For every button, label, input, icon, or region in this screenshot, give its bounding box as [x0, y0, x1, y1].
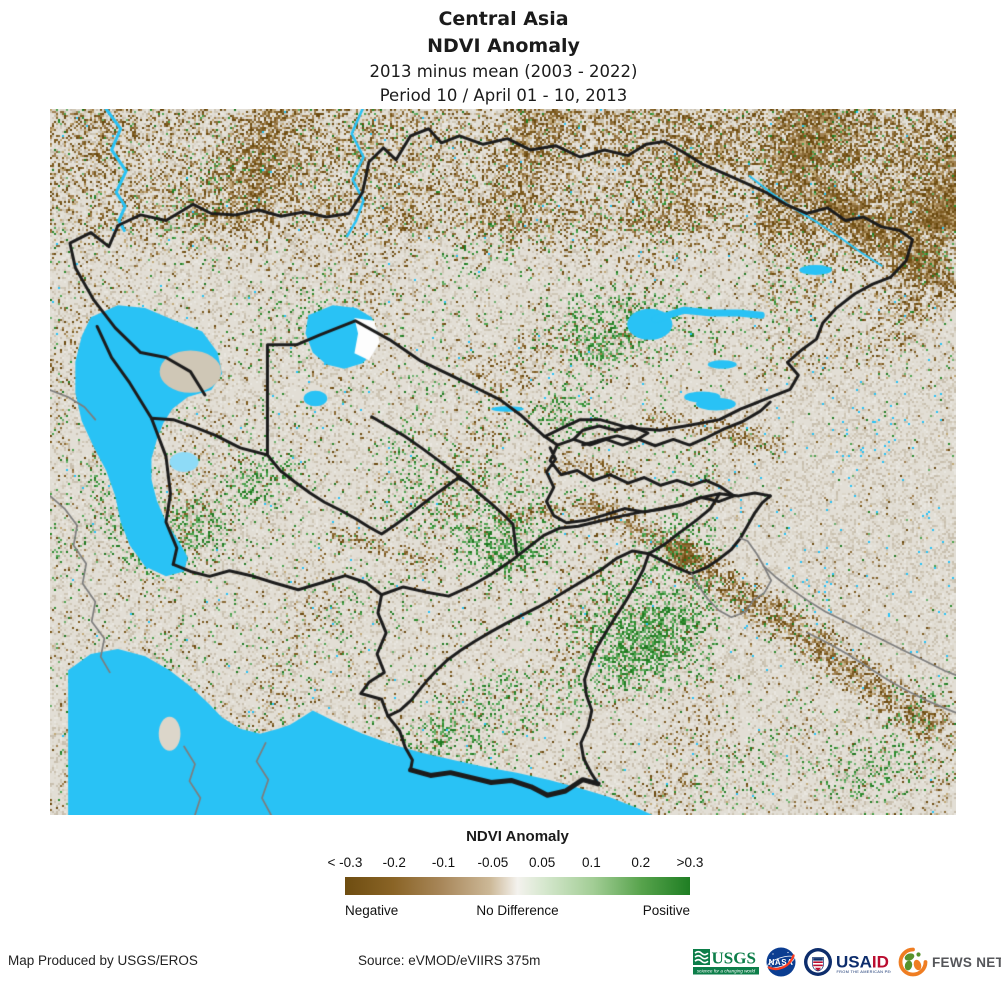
- legend-tick: -0.1: [431, 855, 456, 870]
- usgs-wordmark: USGS: [712, 949, 756, 968]
- map-region: [50, 109, 956, 815]
- fewsnet-globe-icon: [898, 947, 928, 977]
- usaid-logo: USAID FROM THE AMERICAN PEOPLE: [804, 948, 892, 976]
- map-canvas: [50, 109, 956, 815]
- legend-category-labels: Negative No Difference Positive: [345, 903, 690, 919]
- footer: Map Produced by USGS/EROS Source: eVMOD/…: [0, 940, 1007, 984]
- legend-tick: 0.2: [631, 855, 651, 870]
- legend-title: NDVI Anomaly: [466, 828, 569, 845]
- fewsnet-logo: FEWS NET: [898, 947, 1001, 977]
- nasa-logo: NASA: [766, 947, 796, 977]
- nasa-wordmark: NASA: [769, 958, 794, 967]
- legend-label-no-difference: No Difference: [476, 903, 559, 918]
- page-title: Central Asia: [438, 8, 569, 30]
- usgs-wave-icon: [694, 950, 709, 964]
- logo-row: USGS science for a changing world NASA: [693, 943, 1001, 981]
- legend-tick: 0.05: [529, 855, 556, 870]
- legend-tick: -0.05: [477, 855, 509, 870]
- usgs-logo: USGS science for a changing world: [693, 949, 759, 975]
- fewsnet-wordmark: FEWS NET: [932, 955, 1001, 970]
- usaid-tagline: FROM THE AMERICAN PEOPLE: [837, 969, 892, 974]
- legend-ticks: < -0.3 -0.2 -0.1 -0.05 0.05 0.1 0.2 >0.3: [328, 855, 704, 871]
- legend-tick: 0.1: [582, 855, 601, 870]
- legend-tick: >0.3: [676, 855, 704, 870]
- legend-gradient-bar: [345, 877, 690, 895]
- header: Central Asia NDVI Anomaly 2013 minus mea…: [0, 6, 1007, 108]
- subtitle-comparison: 2013 minus mean (2003 - 2022): [369, 62, 638, 81]
- usgs-tagline: science for a changing world: [697, 969, 756, 974]
- subtitle-period: Period 10 / April 01 - 10, 2013: [379, 86, 628, 105]
- legend-label-negative: Negative: [345, 903, 399, 918]
- legend-tick: -0.2: [382, 855, 406, 870]
- usaid-shield-icon: [812, 957, 824, 972]
- source-text: Source: eVMOD/eVIIRS 375m: [358, 953, 541, 968]
- legend-tick: < -0.3: [327, 855, 363, 870]
- legend-label-positive: Positive: [642, 903, 690, 918]
- map-layer-title: NDVI Anomaly: [427, 35, 580, 57]
- legend: NDVI Anomaly < -0.3 -0.2 -0.1 -0.05 0.05 0.1 0…: [328, 828, 704, 928]
- usaid-wordmark: USAID: [836, 953, 889, 972]
- produced-by-text: Map Produced by USGS/EROS: [8, 953, 198, 968]
